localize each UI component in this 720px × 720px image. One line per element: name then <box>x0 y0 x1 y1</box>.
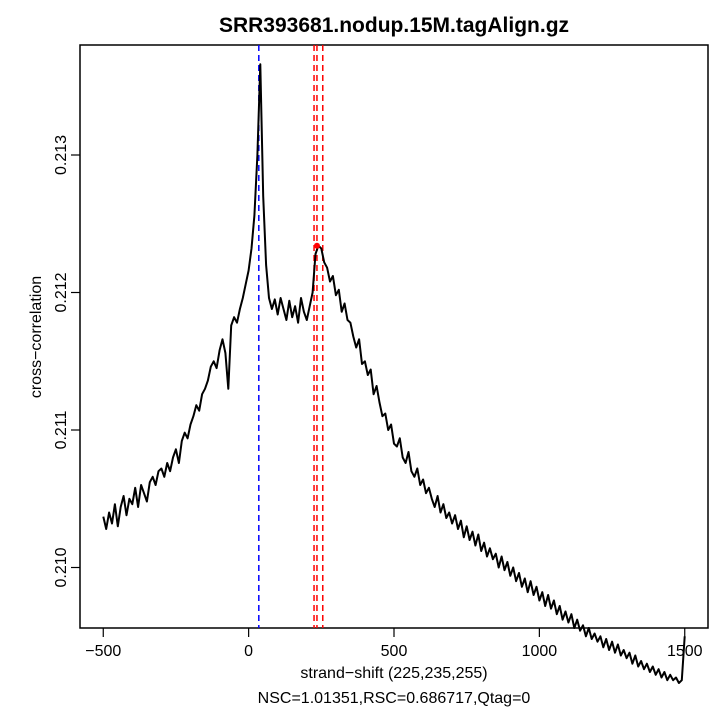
fragment-length-marker <box>313 242 320 249</box>
y-tick-label: 0.212 <box>53 272 70 312</box>
x-axis-sublabel: NSC=1.01351,RSC=0.686717,Qtag=0 <box>258 690 531 707</box>
y-axis-label: cross−correlation <box>28 276 45 398</box>
y-tick-label: 0.210 <box>53 547 70 587</box>
reference-lines <box>258 45 324 628</box>
chart-title: SRR393681.nodup.15M.tagAlign.gz <box>219 14 569 37</box>
x-axis: −500 0 500 1000 1500 <box>85 628 703 660</box>
cross-correlation-line <box>102 63 686 684</box>
x-axis-label: strand−shift (225,235,255) <box>300 665 487 682</box>
plot-frame <box>79 44 709 629</box>
y-tick-label: 0.213 <box>53 135 70 175</box>
y-tick-label: 0.211 <box>53 410 70 449</box>
x-tick-label: 500 <box>381 643 408 660</box>
x-tick-label: −500 <box>85 643 121 660</box>
x-tick-label: 0 <box>244 643 253 660</box>
x-tick-label: 1500 <box>667 643 703 660</box>
y-axis: 0.210 0.211 0.212 0.213 <box>53 135 80 588</box>
x-tick-label: 1000 <box>522 643 558 660</box>
